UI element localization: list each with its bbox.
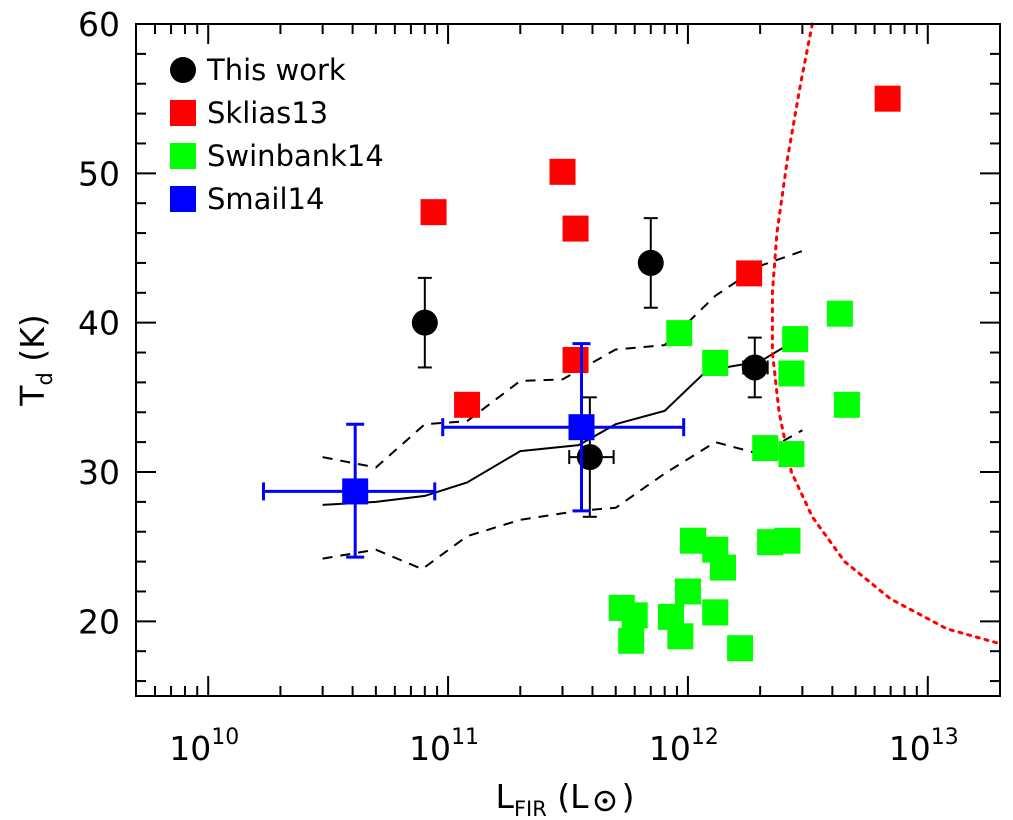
- legend-marker-smail14: [170, 186, 196, 212]
- legend-marker-swinbank14: [170, 143, 196, 169]
- smail14-point-0: [342, 478, 369, 505]
- plot-frame: [135, 23, 1001, 697]
- swinbank14-point-6: [752, 435, 779, 462]
- y-tick-label: 30: [78, 453, 120, 492]
- y-tick-label: 50: [78, 154, 120, 193]
- swinbank14-point-0: [666, 320, 693, 347]
- smail14-point-1: [568, 414, 595, 441]
- legend-marker-sklias13: [170, 100, 196, 126]
- legend-marker-this-work: [170, 57, 196, 83]
- line-selection-limit: [770, 22, 1002, 646]
- line-median: [322, 335, 803, 506]
- axes-layer: 1010 1011 1012 1013 20 30 40 50 60 LFIR (L ) Td (K…: [13, 5, 1001, 820]
- legend-label: This work: [206, 53, 346, 87]
- sklias13-point-1: [454, 391, 481, 418]
- sklias13-point-2: [549, 158, 576, 185]
- swinbank14-point-3: [778, 360, 805, 387]
- line-upper-bound: [322, 250, 803, 469]
- sun-symbol-dot: [602, 798, 608, 804]
- y-tick-label: 20: [78, 602, 120, 641]
- swinbank14-point-9: [774, 527, 801, 554]
- swinbank14-point-19: [618, 627, 645, 654]
- swinbank14-point-18: [667, 623, 694, 650]
- legend-label: Swinbank14: [207, 139, 384, 173]
- legend-label: Smail14: [207, 182, 324, 216]
- swinbank14-point-10: [680, 527, 707, 554]
- sklias13-point-0: [420, 199, 447, 226]
- x-tick-label: 1010: [169, 725, 239, 768]
- y-axis-title: Td (K): [13, 314, 57, 406]
- swinbank14-point-1: [702, 349, 729, 376]
- swinbank14-point-13: [674, 578, 701, 605]
- this-work-point-1: [637, 249, 664, 276]
- swinbank14-point-17: [702, 599, 729, 626]
- this-work-point-0: [411, 309, 438, 336]
- x-axis-title: LFIR (L ): [496, 777, 635, 820]
- x-tick-label: 1012: [649, 725, 719, 768]
- swinbank14-point-15: [621, 602, 648, 629]
- sklias13-point-5: [736, 260, 763, 287]
- swinbank14-point-2: [782, 326, 809, 353]
- sklias13-point-4: [562, 347, 589, 373]
- swinbank14-point-5: [833, 391, 860, 418]
- sun-symbol-icon: [594, 790, 616, 812]
- x-tick-label: 1013: [889, 725, 959, 768]
- data-marks-layer: [261, 85, 901, 662]
- legend: This work Sklias13 Swinbank14 Smail14: [170, 53, 384, 216]
- this-work-point-3: [741, 354, 768, 381]
- x-tick-label: 1011: [409, 725, 479, 768]
- swinbank14-point-20: [727, 635, 754, 662]
- sklias13-point-6: [874, 85, 901, 112]
- y-tick-label: 40: [78, 304, 120, 343]
- swinbank14-point-4: [826, 300, 853, 327]
- y-tick-label: 60: [78, 5, 120, 44]
- sklias13-point-3: [562, 215, 589, 242]
- legend-label: Sklias13: [207, 96, 328, 130]
- swinbank14-point-7: [778, 441, 805, 468]
- this-work-point-2: [576, 444, 603, 471]
- swinbank14-point-12: [709, 554, 736, 581]
